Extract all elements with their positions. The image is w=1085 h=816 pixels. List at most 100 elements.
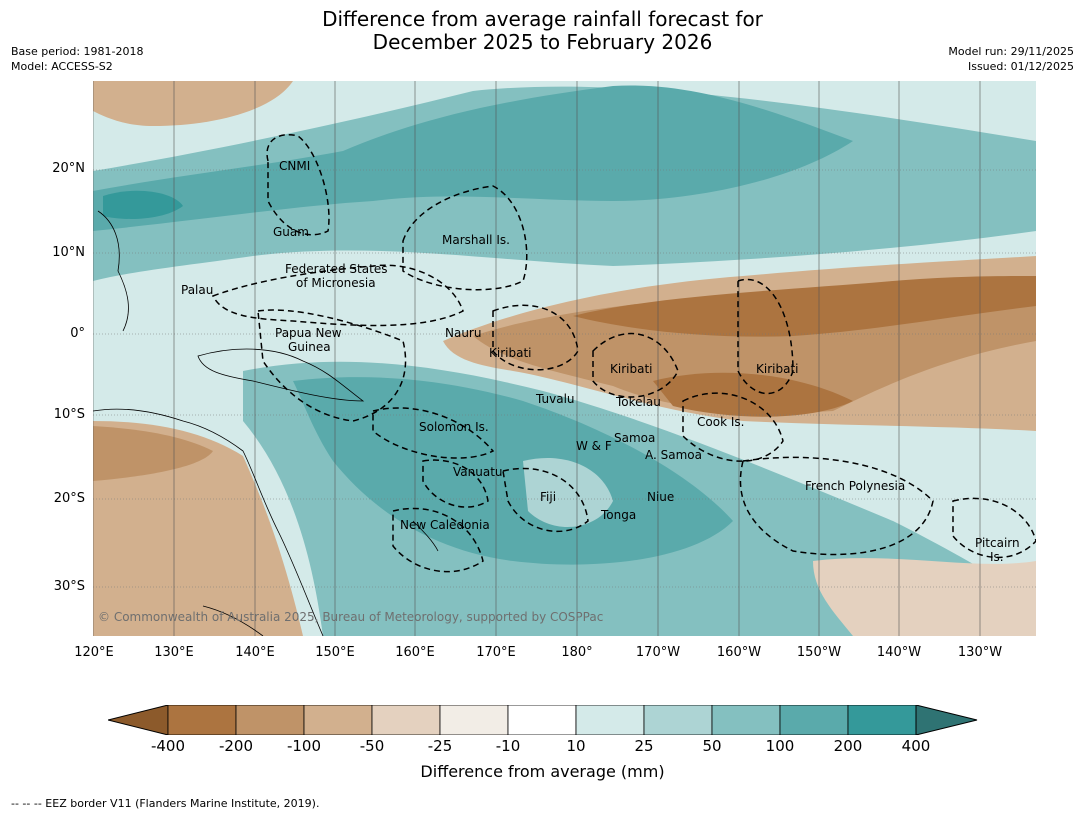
colorbar-swatch-4: [371, 705, 441, 735]
label-kiribati-3: Kiribati: [756, 362, 798, 376]
label-png-2: Guinea: [288, 340, 331, 354]
lat-label-30s: 30°S: [53, 579, 85, 594]
eez-micronesia: [211, 264, 464, 327]
label-french-polynesia: French Polynesia: [805, 479, 905, 493]
colorbar-swatch-11: [847, 705, 917, 735]
lon-label-140e: 140°E: [235, 645, 275, 660]
eez-french-polynesia: [739, 456, 934, 556]
colorbar-swatch-9: [711, 705, 781, 735]
lon-label-170e: 170°E: [476, 645, 516, 660]
southeast-dry: [813, 558, 1036, 636]
label-micronesia-2: of Micronesia: [296, 276, 376, 290]
northwest-dry: [93, 81, 293, 126]
colorbar-swatch-10: [779, 705, 849, 735]
model-name: Model: ACCESS-S2: [11, 60, 113, 73]
label-new-caledonia: New Caledonia: [400, 518, 490, 532]
new-zealand-coast: [202, 605, 264, 636]
lon-label-160e: 160°E: [395, 645, 435, 660]
label-cook: Cook Is.: [697, 415, 744, 429]
meta-left: Base period: 1981-2018 Model: ACCESS-S2: [11, 44, 143, 74]
south-wet-core: [293, 377, 733, 565]
colorbar-label: 25: [634, 737, 654, 755]
lon-label-130w: 130°W: [957, 645, 1003, 660]
colorbar-label: -100: [286, 737, 322, 755]
label-pitcairn-1: Pitcairn: [975, 536, 1020, 550]
map-title: Difference from average rainfall forecas…: [0, 8, 1085, 54]
lat-label-20s: 20°S: [53, 491, 85, 506]
base-period: Base period: 1981-2018: [11, 45, 144, 58]
model-run: Model run: 29/11/2025: [948, 45, 1074, 58]
coastlines: [93, 210, 439, 636]
meta-right: Model run: 29/11/2025 Issued: 01/12/2025: [948, 44, 1074, 74]
australia-dry-core: [93, 426, 213, 481]
copyright-text: © Commonwealth of Australia 2025, Bureau…: [98, 610, 603, 624]
longitude-gridlines: [93, 81, 981, 636]
eez-png: [257, 309, 407, 422]
eez-borders: [211, 134, 1036, 573]
label-kiribati-2: Kiribati: [610, 362, 652, 376]
label-niue: Niue: [647, 490, 674, 504]
lon-label-180: 180°: [561, 645, 593, 660]
lat-label-10s: 10°S: [53, 407, 85, 422]
eez-cnmi: [266, 134, 330, 236]
label-pitcairn-2: Is.: [990, 550, 1004, 564]
label-png-1: Papua New: [275, 326, 342, 340]
eez-fiji: [502, 467, 589, 533]
eez-new-caledonia: [392, 507, 484, 573]
label-solomon: Solomon Is.: [419, 420, 489, 434]
lon-label-140w: 140°W: [876, 645, 922, 660]
label-tuvalu: Tuvalu: [535, 392, 575, 406]
colorbar-swatch-6: [507, 705, 577, 735]
colorbar-swatch-3: [303, 705, 373, 735]
lon-label-160w: 160°W: [716, 645, 762, 660]
eez-kiribati-gilbert: [492, 304, 579, 371]
colorbar-swatch-7: [575, 705, 645, 735]
eez-kiribati-phoenix: [592, 332, 679, 398]
label-american-samoa: A. Samoa: [645, 448, 702, 462]
central-dry-peak: [653, 372, 853, 417]
lon-label-130e: 130°E: [154, 645, 194, 660]
label-kiribati-1: Kiribati: [489, 346, 531, 360]
lon-label-170w: 170°W: [635, 645, 681, 660]
label-micronesia-1: Federated States: [285, 262, 387, 276]
title-line-1: Difference from average rainfall forecas…: [322, 7, 763, 31]
label-cnmi: CNMI: [279, 159, 310, 173]
lat-label-10n: 10°N: [52, 245, 85, 260]
colorbar-label: -10: [495, 737, 521, 755]
colorbar: [108, 705, 978, 735]
colorbar-swatch-8: [643, 705, 713, 735]
philippines-coast: [97, 210, 129, 332]
lon-label-120e: 120°E: [74, 645, 114, 660]
colorbar-label: 100: [765, 737, 795, 755]
equatorial-dry-peak: [573, 276, 1036, 337]
lon-label-150e: 150°E: [315, 645, 355, 660]
label-wf: W & F: [576, 439, 612, 453]
colorbar-arrow-right: [915, 705, 978, 735]
fiji-wet-core: [523, 457, 613, 528]
label-fiji: Fiji: [540, 490, 556, 504]
australia-coast: [93, 408, 324, 636]
colorbar-label: -400: [150, 737, 186, 755]
label-palau: Palau: [181, 283, 213, 297]
colorbar-label: -200: [218, 737, 254, 755]
label-samoa: Samoa: [614, 431, 655, 445]
eez-legend: -- -- -- EEZ border V11 (Flanders Marine…: [11, 797, 320, 810]
eez-pitcairn: [952, 497, 1036, 559]
colorbar-swatch-5: [439, 705, 509, 735]
latitude-gridlines: [93, 169, 1036, 588]
region-labels: CNMI Guam Marshall Is. Federated States …: [181, 159, 1020, 564]
title-line-2: December 2025 to February 2026: [372, 30, 713, 54]
eez-kiribati-line: [737, 278, 794, 395]
label-vanuatu: Vanuatu: [453, 465, 503, 479]
colorbar-title: Difference from average (mm): [420, 762, 665, 781]
label-nauru: Nauru: [445, 326, 481, 340]
colorbar-label: 200: [833, 737, 863, 755]
colorbar-label: 400: [901, 737, 931, 755]
eez-solomon: [372, 407, 495, 459]
north-wet-core: [93, 85, 853, 231]
colorbar-swatch-1: [167, 705, 237, 735]
label-marshall: Marshall Is.: [442, 233, 510, 247]
colorbar-label: 10: [566, 737, 586, 755]
new-guinea-coast: [197, 348, 365, 402]
rainfall-map: CNMI Guam Marshall Is. Federated States …: [93, 81, 1036, 636]
